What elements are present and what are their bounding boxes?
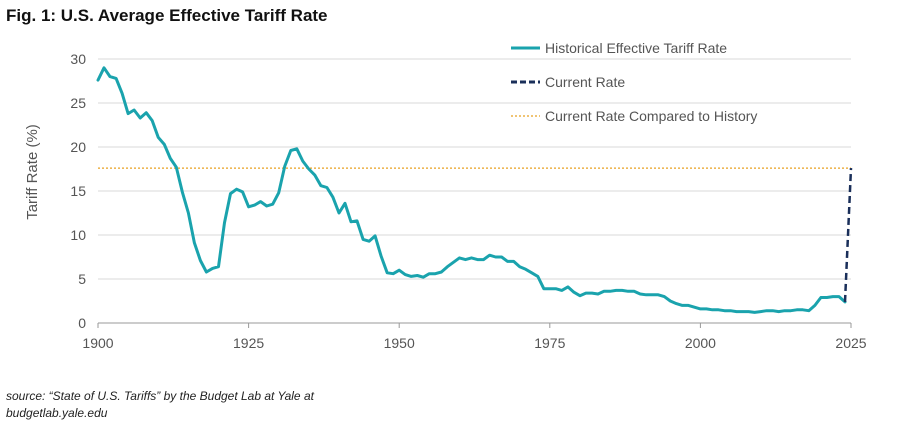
y-tick-label-5: 5 (78, 271, 86, 287)
y-tick-label-0: 0 (78, 315, 86, 331)
legend-label-current: Current Rate (545, 74, 625, 90)
legend: Historical Effective Tariff Rate Current… (511, 40, 757, 124)
gridlines (98, 58, 851, 280)
y-tick-label-25: 25 (70, 95, 86, 111)
legend-label-reference: Current Rate Compared to History (545, 108, 757, 124)
source-line-1: source: “State of U.S. Tariffs” by the B… (6, 389, 314, 403)
series-line-current (843, 168, 853, 302)
x-tick-label-2025: 2025 (835, 335, 866, 351)
source-note: source: “State of U.S. Tariffs” by the B… (6, 388, 366, 422)
x-tick-label-1925: 1925 (233, 335, 264, 351)
source-line-2: budgetlab.yale.edu (6, 406, 108, 420)
legend-label-historical: Historical Effective Tariff Rate (545, 40, 727, 56)
y-tick-label-30: 30 (70, 51, 86, 67)
y-tick-label-10: 10 (70, 227, 86, 243)
x-tick-label-1975: 1975 (534, 335, 565, 351)
series-layer (96, 66, 853, 314)
x-axis-ticks: 1900 1925 1950 1975 2000 2025 (82, 323, 867, 351)
series-line-historical (96, 66, 847, 314)
legend-item-historical: Historical Effective Tariff Rate (511, 40, 727, 56)
x-tick-label-1900: 1900 (82, 335, 113, 351)
chart-title: Fig. 1: U.S. Average Effective Tariff Ra… (6, 6, 328, 25)
y-tick-label-15: 15 (70, 183, 86, 199)
y-axis-label: Tariff Rate (%) (24, 124, 41, 220)
y-tick-label-20: 20 (70, 139, 86, 155)
y-axis-ticks: 0 5 10 15 20 25 30 (70, 51, 86, 331)
legend-item-reference: Current Rate Compared to History (511, 108, 757, 124)
x-tick-label-2000: 2000 (685, 335, 716, 351)
x-tick-label-1950: 1950 (384, 335, 415, 351)
legend-item-current: Current Rate (511, 74, 625, 90)
